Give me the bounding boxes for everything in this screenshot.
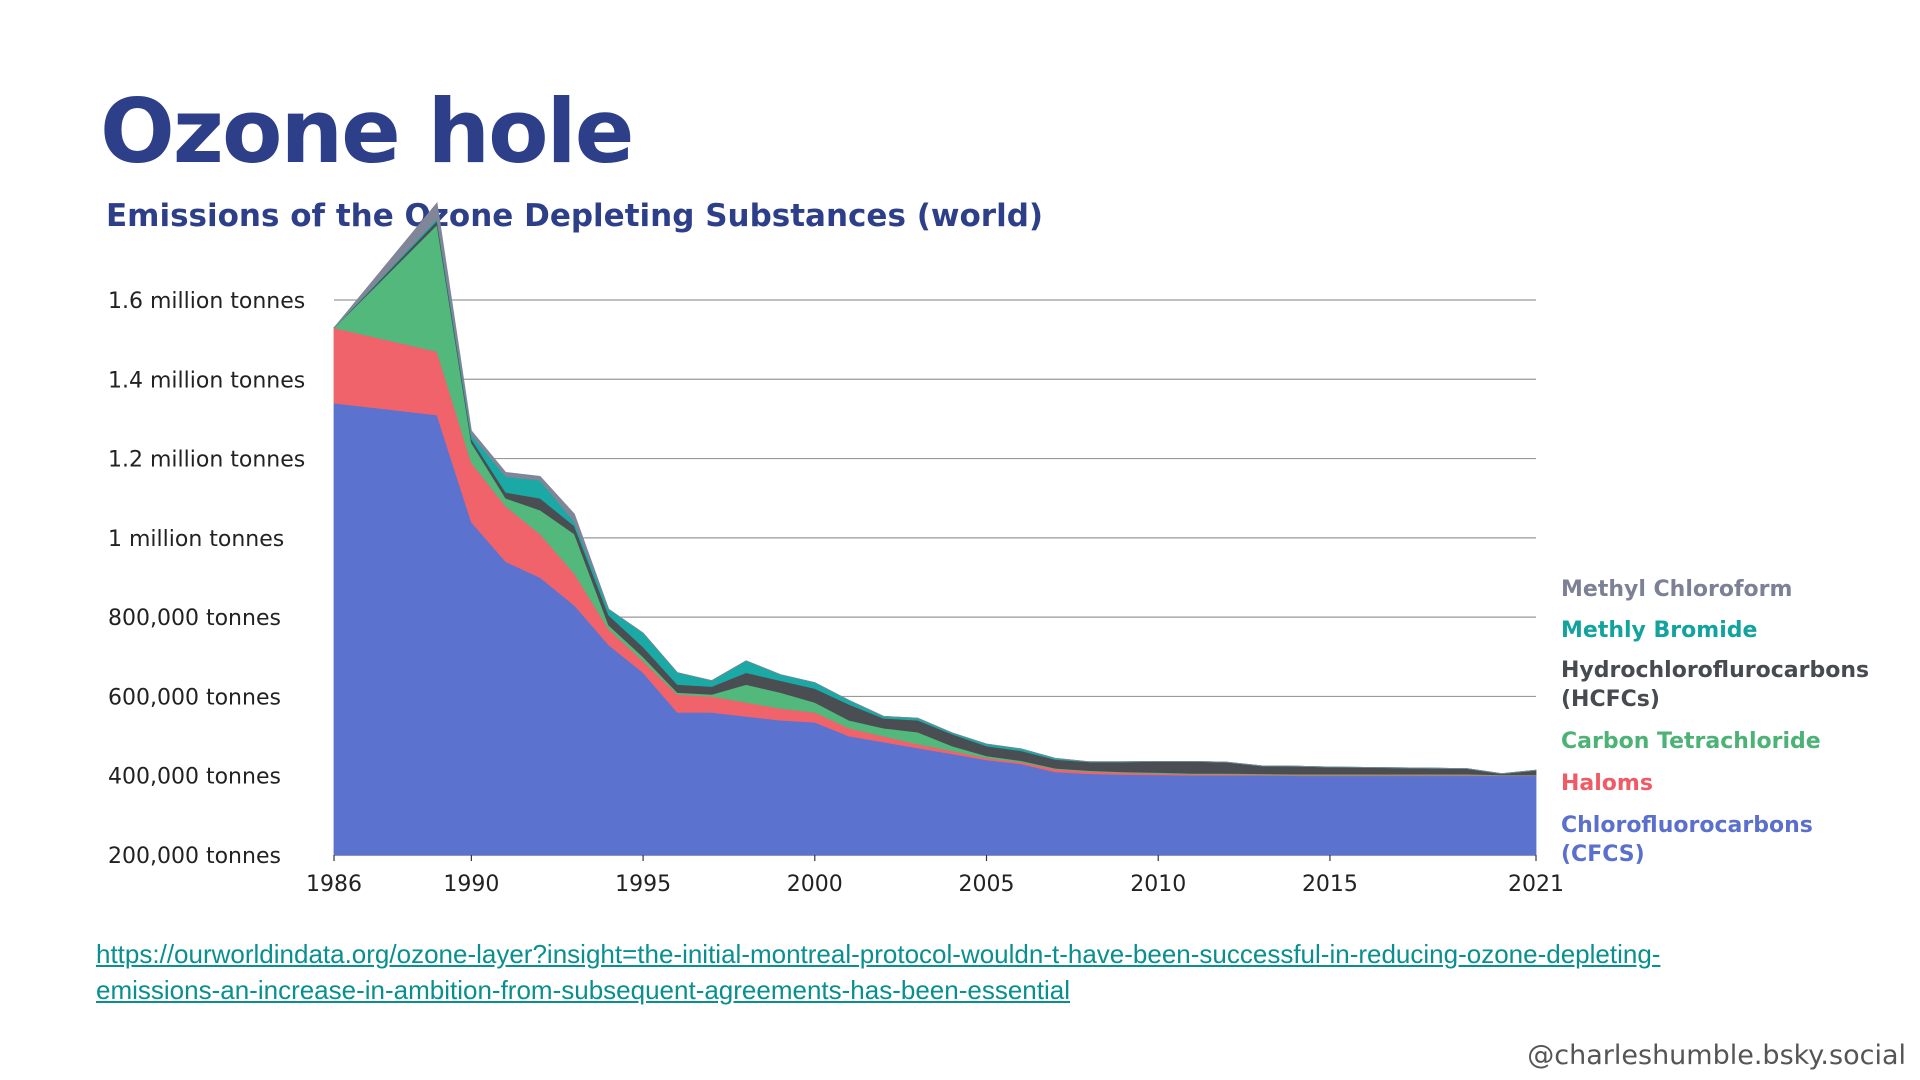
y-tick-label: 1.4 million tonnes [108,368,305,393]
area-methyl-chloroform [333,201,1537,775]
x-tick-label: 1986 [306,872,362,897]
source-url-line-2[interactable]: emissions-an-increase-in-ambition-from-s… [96,975,1070,1005]
legend-item: Methyl Chloroform [1561,577,1792,602]
y-tick-label: 1 million tonnes [108,527,284,552]
x-axis-tick-labels: 1986 1990 1995 2000 2005 2010 2015 2021 [306,855,1564,897]
legend: Methyl Chloroform Methly Bromide Hydrochlo… [1561,577,1869,867]
x-tick-label: 1995 [615,872,671,897]
y-tick-label: 600,000 tonnes [108,685,281,710]
y-tick-label: 200,000 tonnes [108,844,281,869]
y-tick-label: 400,000 tonnes [108,765,281,790]
legend-item: Methly Bromide [1561,618,1757,643]
y-tick-label: 800,000 tonnes [108,606,281,631]
legend-item: Hydrochloroflurocarbons (HCFCs) [1561,658,1869,712]
page-title: Ozone hole [100,80,634,183]
x-tick-label: 1990 [443,872,499,897]
x-tick-label: 2005 [959,872,1015,897]
x-tick-label: 2000 [787,872,843,897]
stacked-areas [333,201,1537,856]
y-tick-label: 1.6 million tonnes [108,289,305,314]
y-tick-label: 1.2 million tonnes [108,448,305,473]
chart-subtitle: Emissions of the Ozone Depleting Substan… [106,198,1044,234]
source-link[interactable]: https://ourworldindata.org/ozone-layer?i… [96,936,1796,1008]
source-url-line-1[interactable]: https://ourworldindata.org/ozone-layer?i… [96,939,1661,969]
y-axis-tick-labels: 200,000 tonnes 400,000 tonnes 600,000 tonn… [108,289,305,869]
x-tick-label: 2010 [1130,872,1186,897]
legend-item: Haloms [1561,771,1653,796]
legend-item: Carbon Tetrachloride [1561,729,1821,754]
area-chlorofluorocarbons-cfcs [333,402,1537,856]
emissions-area-chart: 200,000 tonnes 400,000 tonnes 600,000 tonn… [108,201,1869,897]
legend-item: Chlorofluorocarbons (CFCS) [1561,813,1813,867]
x-tick-label: 2015 [1302,872,1358,897]
x-tick-label: 2021 [1508,872,1564,897]
author-handle: @charleshumble.bsky.social [1527,1040,1906,1071]
